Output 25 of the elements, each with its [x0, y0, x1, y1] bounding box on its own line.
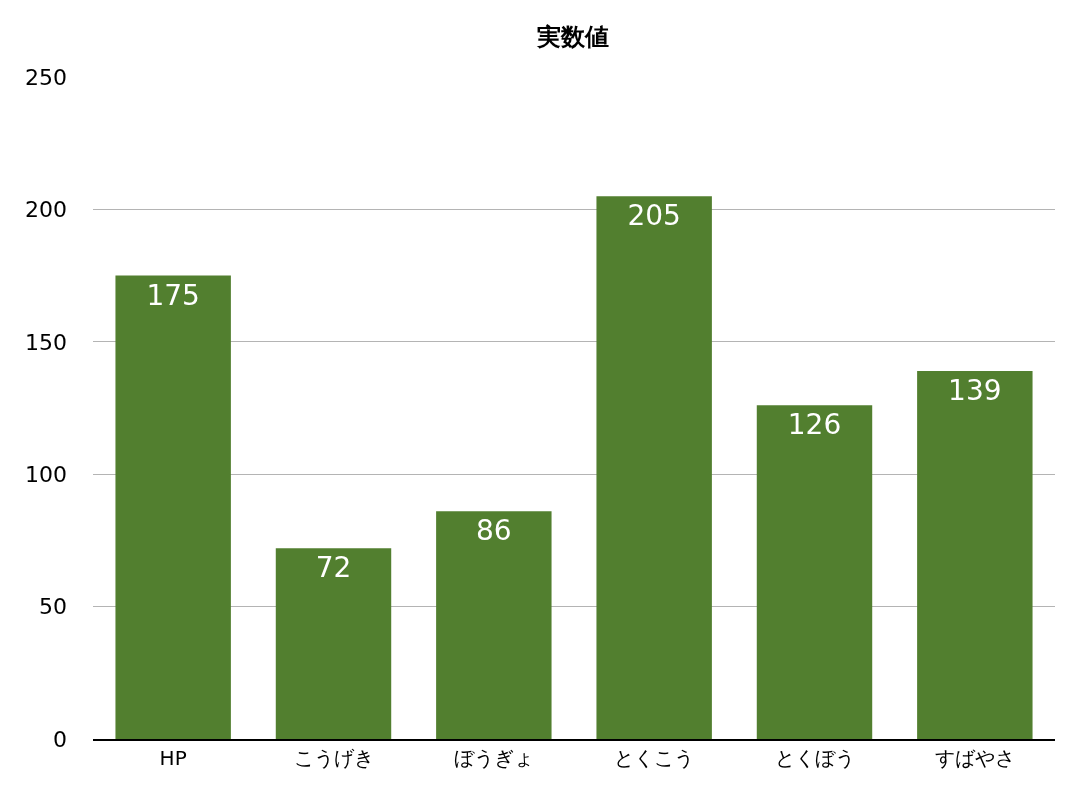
- data-label: 126: [787, 408, 842, 442]
- y-tick-label: 50: [39, 594, 67, 620]
- bar: [436, 511, 552, 739]
- y-tick-label: 0: [53, 726, 67, 752]
- x-tick-label: とくこう: [614, 746, 695, 770]
- chart-title: 実数値: [536, 22, 610, 51]
- bar: [115, 275, 231, 739]
- x-tick-label: HP: [159, 746, 187, 770]
- data-label: 175: [146, 278, 200, 312]
- data-label: 205: [627, 199, 681, 233]
- bar: [275, 548, 392, 739]
- y-tick-label: 100: [25, 461, 67, 487]
- x-tick-label: とくぼう: [774, 746, 855, 770]
- data-label: 86: [476, 514, 512, 548]
- data-label: 72: [315, 551, 352, 585]
- bar: [756, 405, 873, 739]
- y-tick-label: 250: [25, 64, 67, 90]
- y-tick-label: 200: [25, 197, 67, 223]
- bar: [917, 370, 1033, 739]
- x-tick-label: こうげき: [293, 746, 374, 770]
- data-label: 139: [948, 373, 1002, 407]
- y-tick-label: 150: [25, 329, 67, 355]
- x-tick-label: ぼうぎょ: [453, 746, 534, 770]
- x-tick-label: すばやさ: [934, 746, 1015, 770]
- bar: [596, 196, 712, 739]
